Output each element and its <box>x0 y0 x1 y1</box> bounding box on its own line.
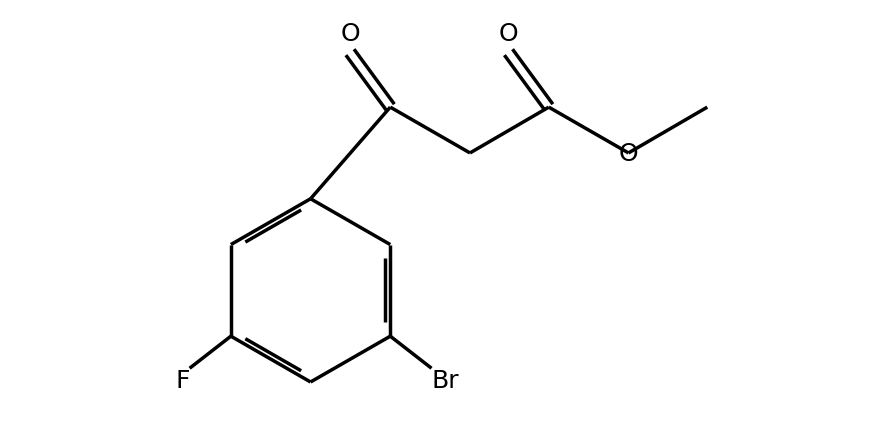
Text: Br: Br <box>432 368 459 392</box>
Text: O: O <box>618 141 638 166</box>
Text: O: O <box>499 22 518 46</box>
Text: F: F <box>175 368 190 392</box>
Text: O: O <box>340 22 360 46</box>
